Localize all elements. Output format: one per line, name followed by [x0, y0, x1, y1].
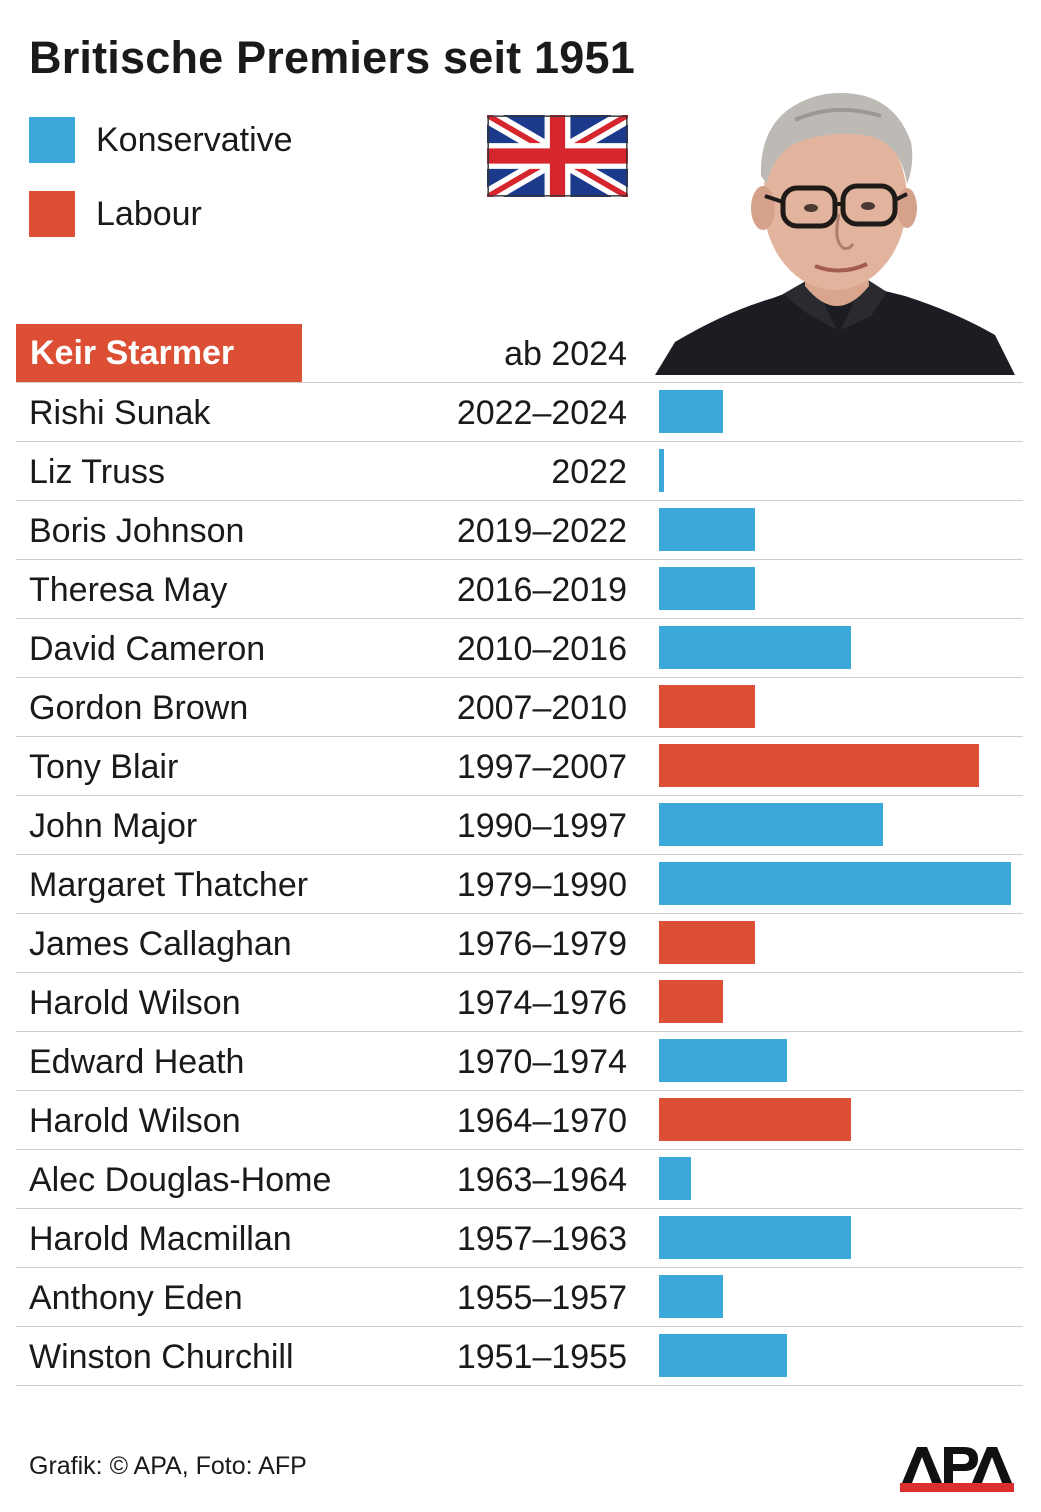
- premier-table: Rishi Sunak 2022–2024 Liz Truss 2022 Boris J…: [16, 383, 1023, 1386]
- table-row: Margaret Thatcher 1979–1990: [16, 855, 1023, 914]
- term-bar: [659, 449, 664, 492]
- table-row: David Cameron 2010–2016: [16, 619, 1023, 678]
- term-bar: [659, 921, 755, 964]
- current-premier-name: Keir Starmer: [16, 324, 302, 382]
- premier-years: 1997–2007: [456, 748, 627, 786]
- premier-years: 1963–1964: [456, 1161, 627, 1199]
- premier-years: 1955–1957: [456, 1279, 627, 1317]
- table-row: Liz Truss 2022: [16, 442, 1023, 501]
- premier-name: David Cameron: [29, 630, 266, 668]
- term-bar: [659, 626, 851, 669]
- apa-logo: [900, 1447, 1014, 1492]
- legend-label-konservative: Konservative: [96, 120, 293, 159]
- premier-years: 1976–1979: [456, 925, 627, 963]
- premier-name: Edward Heath: [29, 1043, 245, 1081]
- legend-label-labour: Labour: [96, 194, 202, 233]
- premier-years: 1970–1974: [456, 1043, 627, 1081]
- premier-years: 2019–2022: [456, 512, 627, 550]
- premier-name: Rishi Sunak: [29, 394, 211, 432]
- term-bar: [659, 744, 979, 787]
- current-premier-years: ab 2024: [504, 335, 627, 373]
- legend-item-labour: Labour: [29, 191, 202, 237]
- premier-name: Harold Wilson: [29, 1102, 241, 1140]
- premier-years: 1957–1963: [456, 1220, 627, 1258]
- legend-swatch-konservative: [29, 117, 75, 163]
- premier-years: 1979–1990: [456, 866, 627, 904]
- table-row: Anthony Eden 1955–1957: [16, 1268, 1023, 1327]
- premier-name: Winston Churchill: [29, 1338, 294, 1376]
- term-bar: [659, 1157, 691, 1200]
- table-row: Rishi Sunak 2022–2024: [16, 383, 1023, 442]
- legend-swatch-labour: [29, 191, 75, 237]
- premier-name: Harold Macmillan: [29, 1220, 292, 1258]
- term-bar: [659, 862, 1011, 905]
- term-bar: [659, 980, 723, 1023]
- premier-name: Harold Wilson: [29, 984, 241, 1022]
- credit-line: Grafik: © APA, Foto: AFP: [29, 1452, 307, 1480]
- premier-years: 1951–1955: [456, 1338, 627, 1376]
- term-bar: [659, 508, 755, 551]
- premier-name: James Callaghan: [29, 925, 292, 963]
- premier-name: Liz Truss: [29, 453, 166, 491]
- premier-name: Boris Johnson: [29, 512, 245, 550]
- term-bar: [659, 1216, 851, 1259]
- premier-years: 1964–1970: [456, 1102, 627, 1140]
- legend-item-konservative: Konservative: [29, 117, 293, 163]
- table-row: James Callaghan 1976–1979: [16, 914, 1023, 973]
- premier-name: Margaret Thatcher: [29, 866, 309, 904]
- premier-name: Theresa May: [29, 571, 228, 609]
- premier-years: 1974–1976: [456, 984, 627, 1022]
- premier-name: Alec Douglas-Home: [29, 1161, 332, 1199]
- term-bar: [659, 567, 755, 610]
- table-row: Gordon Brown 2007–2010: [16, 678, 1023, 737]
- premier-years: 2022: [551, 453, 627, 491]
- term-bar: [659, 803, 883, 846]
- table-row: Harold Wilson 1964–1970: [16, 1091, 1023, 1150]
- premier-name: Gordon Brown: [29, 689, 249, 727]
- current-premier-row: Keir Starmer ab 2024: [16, 324, 1023, 383]
- premier-years: 2007–2010: [456, 689, 627, 727]
- term-bar: [659, 685, 755, 728]
- table-row: John Major 1990–1997: [16, 796, 1023, 855]
- premier-years: 2010–2016: [456, 630, 627, 668]
- term-bar: [659, 1039, 787, 1082]
- table-row: Alec Douglas-Home 1963–1964: [16, 1150, 1023, 1209]
- term-bar: [659, 1098, 851, 1141]
- table-row: Harold Wilson 1974–1976: [16, 973, 1023, 1032]
- table-row: Theresa May 2016–2019: [16, 560, 1023, 619]
- term-bar: [659, 390, 723, 433]
- term-bar: [659, 1275, 723, 1318]
- table-row: Edward Heath 1970–1974: [16, 1032, 1023, 1091]
- term-bar: [659, 1334, 787, 1377]
- premier-years: 2022–2024: [456, 394, 627, 432]
- premier-years: 2016–2019: [456, 571, 627, 609]
- premier-name: Anthony Eden: [29, 1279, 243, 1317]
- union-jack-flag-icon: [487, 115, 628, 197]
- table-row: Boris Johnson 2019–2022: [16, 501, 1023, 560]
- premier-years: 1990–1997: [456, 807, 627, 845]
- table-row: Tony Blair 1997–2007: [16, 737, 1023, 796]
- premier-name: John Major: [29, 807, 198, 845]
- table-row: Harold Macmillan 1957–1963: [16, 1209, 1023, 1268]
- premier-name: Tony Blair: [29, 748, 179, 786]
- keir-starmer-portrait: [655, 93, 1015, 375]
- chart-title: Britische Premiers seit 1951: [29, 32, 635, 83]
- table-row: Winston Churchill 1951–1955: [16, 1327, 1023, 1386]
